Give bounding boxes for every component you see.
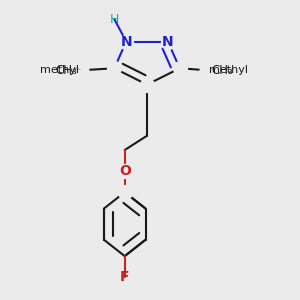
Text: methyl: methyl [80, 69, 85, 70]
Text: CH₃: CH₃ [211, 64, 233, 77]
Text: methyl: methyl [40, 65, 79, 75]
Text: methyl: methyl [77, 69, 82, 70]
Text: CH₃: CH₃ [56, 64, 77, 77]
Text: methyl: methyl [75, 68, 80, 70]
Text: N: N [162, 34, 174, 49]
Text: O: O [119, 164, 131, 178]
Text: H: H [110, 13, 119, 26]
Text: F: F [120, 270, 130, 284]
Text: methyl: methyl [209, 65, 248, 75]
Text: N: N [120, 34, 132, 49]
